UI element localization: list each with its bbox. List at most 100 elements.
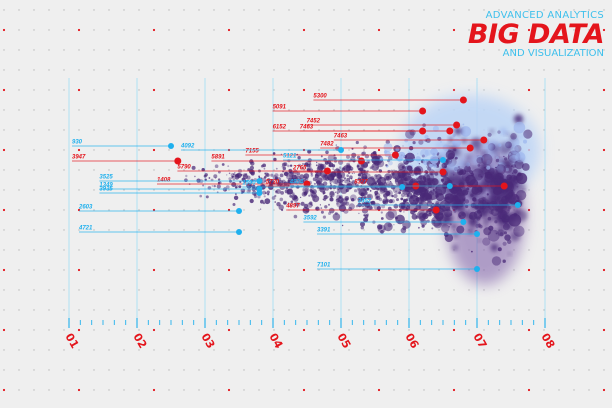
x-tick-label: 04 xyxy=(266,331,285,351)
grid-dot xyxy=(498,389,500,391)
grid-dot xyxy=(498,329,500,331)
grid-dot xyxy=(108,209,110,211)
particle xyxy=(393,224,395,226)
grid-dot xyxy=(528,189,530,191)
particle xyxy=(248,169,254,174)
grid-dot xyxy=(513,9,515,11)
grid-dot xyxy=(123,169,125,171)
grid-dot xyxy=(273,129,275,131)
particle xyxy=(437,151,445,158)
grid-dot xyxy=(183,169,185,171)
particle xyxy=(406,194,410,197)
grid-dot xyxy=(318,269,320,271)
grid-dot xyxy=(227,388,231,392)
grid-dot xyxy=(408,389,410,391)
grid-dot xyxy=(63,209,65,211)
particle xyxy=(393,193,398,199)
particle xyxy=(325,176,330,181)
grid-dot xyxy=(77,28,81,32)
particle xyxy=(518,169,521,172)
particle xyxy=(287,179,292,184)
grid-dot xyxy=(483,369,485,371)
grid-dot xyxy=(378,369,380,371)
particle xyxy=(465,204,469,208)
grid-dot xyxy=(213,269,215,271)
grid-dot xyxy=(93,389,95,391)
particle xyxy=(513,114,524,124)
grid-dot xyxy=(408,69,410,71)
grid-dot xyxy=(77,148,81,152)
grid-dot xyxy=(63,129,65,131)
grid-dot xyxy=(258,89,260,91)
particle xyxy=(391,194,394,198)
particle xyxy=(405,152,415,163)
particle xyxy=(249,165,254,170)
particle xyxy=(363,196,367,200)
grid-dot xyxy=(393,229,395,231)
grid-dot xyxy=(438,329,440,331)
particle xyxy=(329,171,337,178)
grid-dot xyxy=(363,69,365,71)
grid-dot xyxy=(303,49,305,51)
grid-dot xyxy=(348,49,350,51)
grid-dot xyxy=(423,309,425,311)
blue-point xyxy=(256,190,263,196)
grid-dot xyxy=(48,389,50,391)
grid-dot xyxy=(18,29,20,31)
grid-dot xyxy=(573,269,575,271)
particle xyxy=(267,178,271,182)
particle xyxy=(274,201,277,203)
grid-dot xyxy=(318,89,320,91)
red-point xyxy=(303,180,311,188)
particle xyxy=(466,169,470,173)
particle xyxy=(242,174,248,180)
grid-dot xyxy=(527,28,531,32)
grid-dot xyxy=(198,129,200,131)
grid-dot xyxy=(78,129,80,131)
grid-dot xyxy=(273,349,275,351)
grid-dot xyxy=(183,349,185,351)
grid-dot xyxy=(168,9,170,11)
particle xyxy=(367,170,369,172)
grid-dot xyxy=(168,289,170,291)
grid-dot xyxy=(33,349,35,351)
red-label: 7452 xyxy=(307,119,321,125)
grid-dot xyxy=(393,169,395,171)
grid-dot xyxy=(333,29,335,31)
grid-dot xyxy=(168,109,170,111)
particle xyxy=(232,178,236,181)
particle xyxy=(464,176,470,182)
particle xyxy=(363,217,369,223)
particle xyxy=(451,171,454,173)
grid-dot xyxy=(288,269,290,271)
particle xyxy=(361,164,364,167)
grid-dot xyxy=(408,369,410,371)
particle xyxy=(322,188,325,191)
particle xyxy=(513,109,515,112)
grid-dot xyxy=(528,229,530,231)
grid-dot xyxy=(333,9,335,11)
grid-dot xyxy=(408,9,410,11)
grid-dot xyxy=(288,349,290,351)
particle xyxy=(449,213,453,216)
grid-dot xyxy=(483,89,485,91)
particle xyxy=(515,226,519,230)
particle xyxy=(495,154,499,158)
particle xyxy=(502,241,507,246)
grid-dot xyxy=(288,289,290,291)
red-point xyxy=(446,127,454,135)
particle xyxy=(413,158,416,161)
grid-dot xyxy=(138,9,140,11)
grid-dot xyxy=(77,268,81,272)
particle xyxy=(511,165,513,167)
particle xyxy=(324,205,328,209)
grid-dot xyxy=(168,49,170,51)
grid-dot xyxy=(228,189,230,191)
grid-dot xyxy=(198,349,200,351)
red-point xyxy=(357,157,365,165)
particle xyxy=(403,160,406,163)
particle xyxy=(272,152,276,155)
particle xyxy=(385,164,388,167)
particle xyxy=(289,164,293,167)
grid-dot xyxy=(393,289,395,291)
